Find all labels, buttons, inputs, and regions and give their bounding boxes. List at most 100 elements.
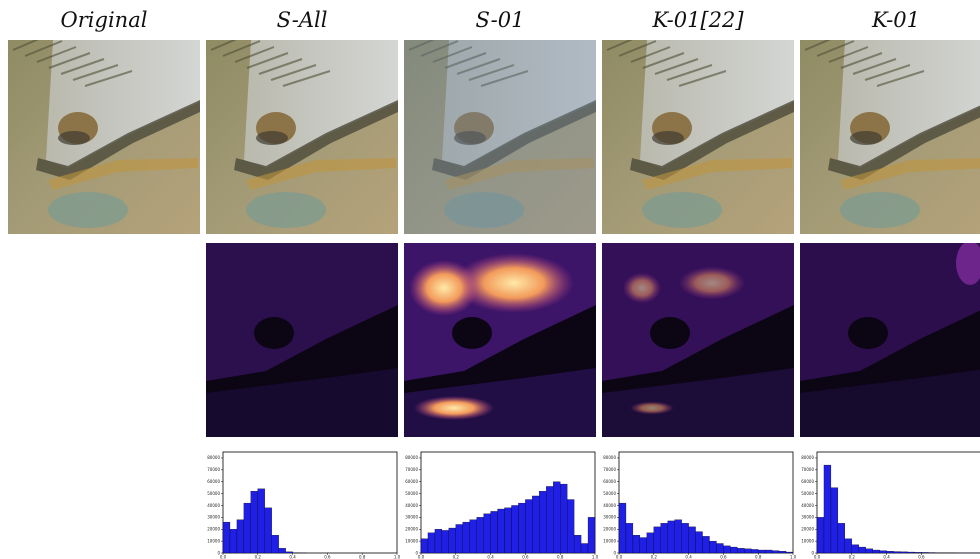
column-title: Original [61, 8, 148, 32]
error-map-hot [623, 273, 662, 304]
histogram-bar [272, 535, 279, 553]
histogram-bar [546, 486, 553, 553]
histogram-bar [244, 503, 251, 553]
error-map [602, 243, 794, 437]
error-map [206, 243, 398, 437]
histogram-bar [258, 489, 265, 553]
photo-green-patch [48, 192, 128, 228]
column-title: K-01 [871, 8, 920, 32]
x-tick-label: 0.8 [359, 555, 366, 559]
y-tick-label: 20000 [801, 527, 814, 532]
x-tick-label: 0.8 [755, 555, 762, 559]
histogram-bar [682, 523, 689, 553]
y-tick-label: 80000 [405, 455, 418, 460]
histogram-bar [421, 539, 428, 553]
histogram-bar [765, 550, 772, 553]
histogram-bar [449, 528, 456, 553]
histogram-bar [716, 543, 723, 553]
photo-green-patch [246, 192, 326, 228]
y-tick-label: 30000 [801, 515, 814, 520]
x-tick-label: 0.6 [522, 555, 529, 559]
y-tick-label: 50000 [603, 491, 616, 496]
histogram-bar [758, 550, 765, 553]
histogram-bar [505, 508, 512, 553]
y-tick-label: 10000 [801, 538, 814, 543]
histogram-bar [286, 552, 293, 553]
y-tick-label: 10000 [207, 538, 220, 543]
photo-tint [404, 40, 596, 234]
histogram-bar [873, 550, 880, 553]
error-map-dark-knob [452, 317, 492, 349]
y-tick-label: 40000 [207, 503, 220, 508]
histogram-bar [744, 549, 751, 553]
y-tick-label: 70000 [603, 467, 616, 472]
photo-knob-shadow [850, 131, 882, 145]
histogram-bar [511, 505, 518, 553]
histogram-bar [723, 546, 730, 553]
y-tick-label: 60000 [207, 479, 220, 484]
y-tick-label: 10000 [603, 538, 616, 543]
histogram-bar [633, 535, 640, 553]
x-tick-label: 0.4 [487, 555, 494, 559]
column-title: S-All [277, 8, 328, 32]
histogram-bar [567, 500, 574, 553]
histogram-bar [553, 482, 560, 553]
histogram-bar [894, 552, 901, 553]
x-tick-label: 1.0 [790, 555, 797, 559]
photo-knob-shadow [58, 131, 90, 145]
histogram-bar [779, 551, 786, 553]
y-tick-label: 50000 [801, 491, 814, 496]
histogram-bar [574, 535, 581, 553]
error-map-dark-knob [650, 317, 690, 349]
y-tick-label: 60000 [405, 479, 418, 484]
x-tick-label: 0.0 [220, 555, 227, 559]
histogram-bar [442, 530, 449, 553]
x-tick-label: 0.2 [453, 555, 460, 559]
x-tick-label: 0.8 [557, 555, 564, 559]
error-map-hot [414, 396, 494, 420]
histogram-bar [588, 517, 595, 553]
photo-knob-shadow [256, 131, 288, 145]
histogram-bar [914, 552, 921, 553]
x-tick-label: 0.6 [720, 555, 727, 559]
x-tick-label: 0.0 [418, 555, 425, 559]
histogram-bar [696, 532, 703, 553]
histogram-bar [626, 523, 633, 553]
histogram-bar [498, 509, 505, 553]
photo-knob-shadow [652, 131, 684, 145]
histogram-bar [477, 517, 484, 553]
x-tick-label: 0.0 [616, 555, 623, 559]
histogram-bar [668, 521, 675, 553]
y-tick-label: 70000 [801, 467, 814, 472]
histogram-bar [817, 517, 824, 553]
histogram-bar [640, 538, 647, 553]
histogram-bar [435, 529, 442, 553]
photo-green-patch [642, 192, 722, 228]
histogram-bar [223, 522, 230, 553]
histogram: 0100002000030000400005000060000700008000… [207, 452, 400, 559]
histogram-bar [265, 508, 272, 553]
error-map-dark-knob [848, 317, 888, 349]
photo [8, 35, 200, 234]
y-tick-label: 60000 [801, 479, 814, 484]
histogram-bar [484, 514, 491, 553]
photo-green-patch [840, 192, 920, 228]
histogram-bar [230, 529, 237, 553]
histogram-bar [709, 541, 716, 553]
y-tick-label: 20000 [603, 527, 616, 532]
figure: OriginalS-AllS-01K-01[22]K-0101000020000… [0, 0, 980, 559]
histogram-bar [907, 552, 914, 553]
y-tick-label: 10000 [405, 538, 418, 543]
histogram-bar [845, 539, 852, 553]
histogram: 0100002000030000400005000060000700008000… [603, 452, 796, 559]
x-tick-label: 0.6 [918, 555, 925, 559]
column-title: S-01 [476, 8, 525, 32]
y-tick-label: 30000 [603, 515, 616, 520]
y-tick-label: 60000 [603, 479, 616, 484]
histogram-bar [463, 522, 470, 553]
y-tick-label: 40000 [801, 503, 814, 508]
x-tick-label: 1.0 [394, 555, 401, 559]
y-tick-label: 20000 [405, 527, 418, 532]
histogram-bar [619, 503, 626, 553]
histogram-bar [675, 520, 682, 553]
